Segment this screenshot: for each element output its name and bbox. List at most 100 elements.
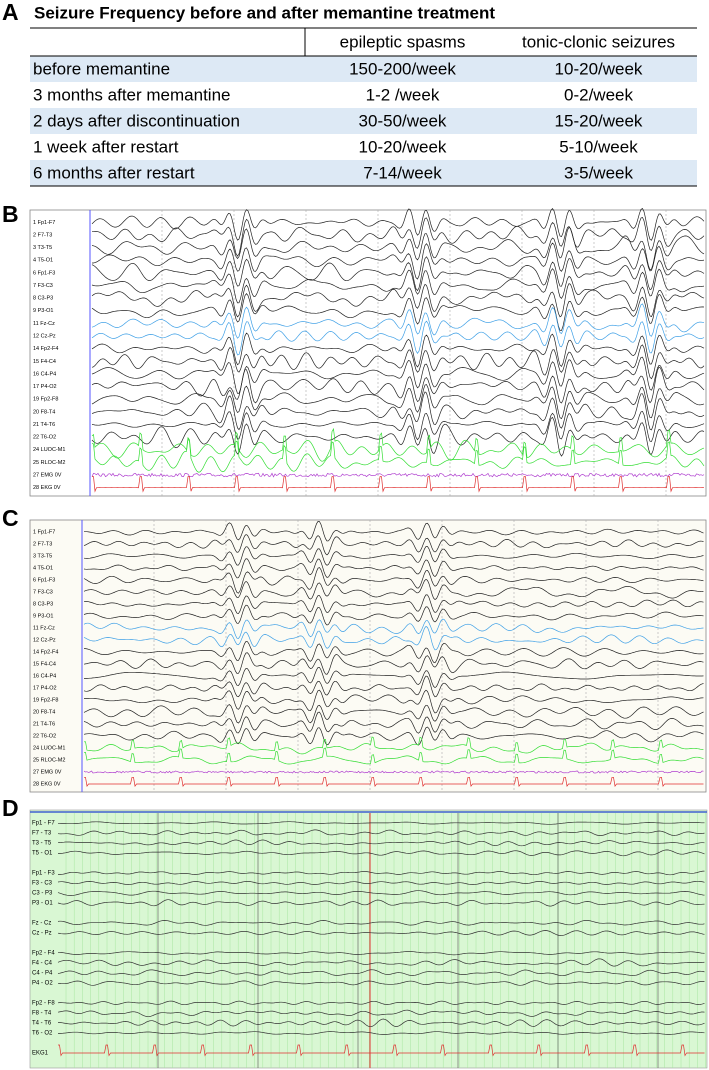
channel-label: 22 T6-O2 <box>33 733 56 739</box>
channel-label: 20 F8-T4 <box>33 709 55 715</box>
cell: 1-2 /week <box>366 85 440 104</box>
channel-label: 27 EMG 0V <box>33 769 62 775</box>
eeg-trace <box>57 1009 705 1018</box>
cell: 3-5/week <box>564 163 633 182</box>
row-label: 2 days after discontinuation <box>33 111 240 130</box>
eeg-trace <box>91 256 705 292</box>
eeg-trace <box>83 604 704 626</box>
channel-label: 14 Fp2-F4 <box>33 346 58 352</box>
eeg-trace <box>57 958 705 967</box>
channel-label: 1 Fp1-F7 <box>33 529 55 535</box>
eeg-trace <box>91 303 705 339</box>
eeg-trace <box>57 1018 705 1028</box>
row-label: 6 months after restart <box>33 163 195 182</box>
eeg-trace <box>91 283 705 318</box>
channel-label: 4 T5-O1 <box>33 565 53 571</box>
channel-label: 25 RLOC-M2 <box>33 757 65 763</box>
channel-label: F8 - T4 <box>32 1011 52 1017</box>
eeg-trace <box>92 216 705 257</box>
eeg-trace <box>57 880 705 885</box>
channel-label: 12 Cz-Pz <box>33 637 56 643</box>
eeg-trace <box>58 849 705 857</box>
row-shade <box>30 160 697 186</box>
channel-label: 8 C3-P3 <box>33 296 53 302</box>
row-label: 3 months after memantine <box>33 85 230 104</box>
channel-label: F4 - C4 <box>32 961 53 967</box>
channel-label: 22 T6-O2 <box>33 435 56 441</box>
eeg-trace <box>57 870 705 876</box>
eeg-trace <box>91 356 705 394</box>
channel-label: 17 P4-O2 <box>33 384 57 390</box>
channel-label: 24 LUOC-M1 <box>33 745 65 751</box>
channel-label: 15 F4-C4 <box>33 359 56 365</box>
channel-label: Fp1 - F3 <box>32 871 55 877</box>
channel-label: 19 Fp2-F8 <box>33 397 58 403</box>
eeg-trace <box>92 242 705 280</box>
cell: 7-14/week <box>363 163 442 182</box>
channel-label: 3 T3-T5 <box>33 245 52 251</box>
channel-label: 19 Fp2-F8 <box>33 697 58 703</box>
eeg-trace <box>83 534 704 556</box>
channel-label: 12 Cz-Pz <box>33 333 56 339</box>
row-label: 1 week after restart <box>33 137 179 156</box>
channel-label: 21 T4-T6 <box>33 422 55 428</box>
eeg-trace <box>57 930 705 936</box>
channel-label: 27 EMG 0V <box>33 472 62 478</box>
eeg-trace <box>83 736 704 755</box>
eeg-trace <box>91 384 705 420</box>
eeg-trace <box>84 521 704 542</box>
channel-label: 24 LUOC-M1 <box>33 447 65 453</box>
channel-label: 9 P3-O1 <box>33 308 53 314</box>
channel-label: 16 C4-P4 <box>33 673 56 679</box>
eeg-trace <box>91 410 705 442</box>
eeg-trace <box>83 770 704 774</box>
eeg-frame <box>29 209 707 497</box>
eeg-trace <box>83 618 704 639</box>
eeg-trace <box>83 652 704 675</box>
channel-label: 9 P3-O1 <box>33 613 53 619</box>
channel-label: 7 F3-C3 <box>33 283 53 289</box>
cell: 15-20/week <box>555 111 643 130</box>
channel-label: Cz - Pz <box>32 931 52 937</box>
channel-label: 3 T3-T5 <box>33 553 52 559</box>
eeg-trace <box>57 969 705 977</box>
eeg-trace <box>83 578 704 601</box>
eeg-trace <box>91 437 705 473</box>
eeg-trace <box>83 747 704 765</box>
column-header: tonic-clonic seizures <box>522 32 675 51</box>
eeg-trace <box>91 208 705 241</box>
channel-label: Fp2 - F8 <box>32 1001 55 1007</box>
channel-label: 1 Fp1-F7 <box>33 220 55 226</box>
channel-label: 11 Fz-Cz <box>33 321 55 327</box>
channel-label: Fz - Cz <box>32 921 51 927</box>
channel-label: 25 RLOC-M2 <box>33 460 65 466</box>
panel-label: C <box>2 505 19 531</box>
channel-label: T4 - T6 <box>32 1021 52 1027</box>
channel-label: 21 T4-T6 <box>33 721 55 727</box>
row-shade <box>30 56 697 82</box>
eeg-trace <box>91 320 705 356</box>
panel-label: A <box>2 0 19 25</box>
eeg-trace <box>83 675 704 698</box>
cell: 30-50/week <box>359 111 447 130</box>
channel-label: P3 - O1 <box>32 901 53 907</box>
eeg-trace <box>83 641 704 664</box>
eeg-trace <box>91 427 705 462</box>
panel-label: D <box>2 795 19 821</box>
eeg-trace <box>92 476 705 493</box>
row-shade <box>30 108 697 134</box>
eeg-trace <box>57 890 705 896</box>
eeg-trace <box>91 226 705 271</box>
cell: 10-20/week <box>359 137 447 156</box>
eeg-trace <box>83 558 704 579</box>
eeg-trace <box>83 567 704 594</box>
channel-label: 17 P4-O2 <box>33 685 57 691</box>
eeg-trace <box>57 1031 705 1035</box>
channel-label: 16 C4-P4 <box>33 371 56 377</box>
channel-label: T5 - O1 <box>32 851 53 857</box>
eeg-trace <box>83 689 704 714</box>
cell: 10-20/week <box>555 59 643 78</box>
eeg-trace <box>58 951 705 956</box>
eeg-trace <box>57 839 705 847</box>
